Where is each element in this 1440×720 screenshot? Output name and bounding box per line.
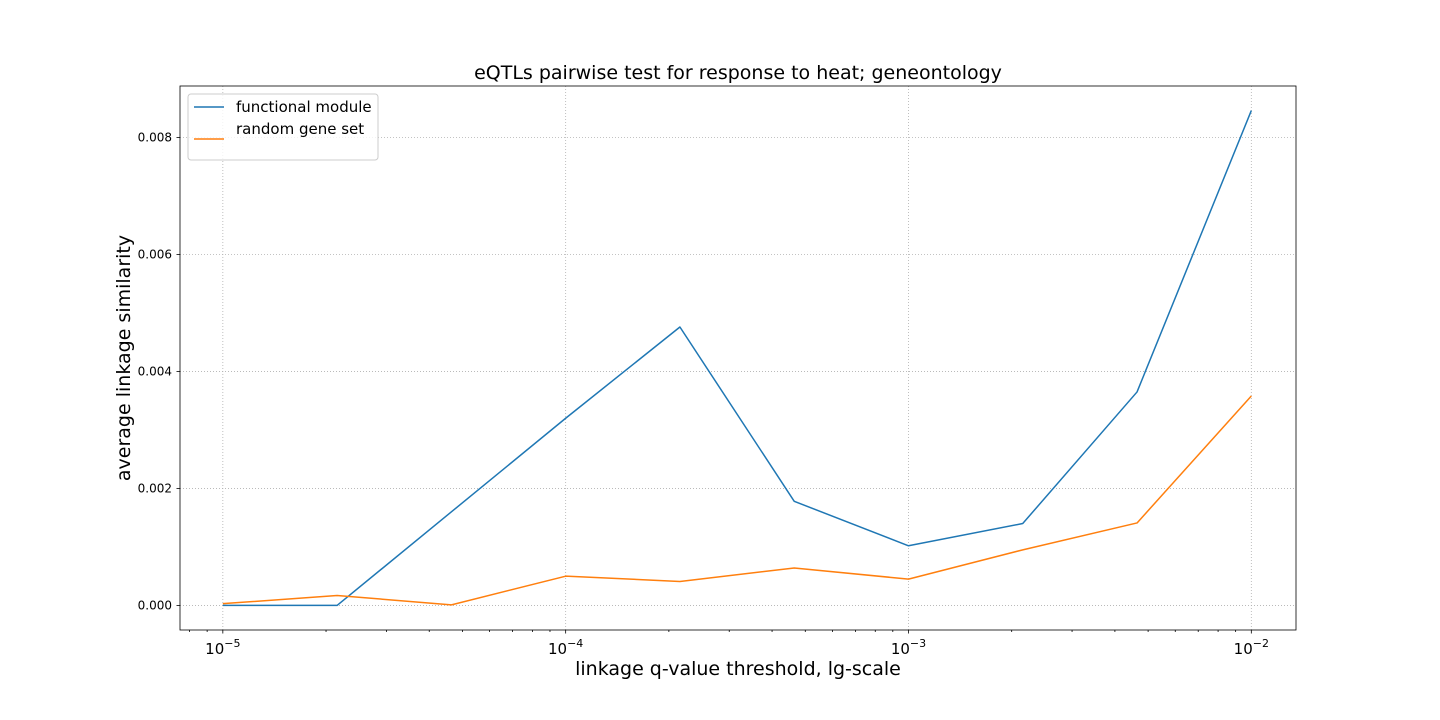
y-tick-label: 0.002 [138,481,172,495]
y-axis-label: average linkage similarity [113,235,135,481]
legend-box [187,93,379,161]
x-tick-label: 10−3 [891,637,926,658]
chart-title: eQTLs pairwise test for response to heat… [474,62,1002,84]
y-tick-label: 0.000 [138,598,172,612]
grid [180,86,1296,630]
series-line-functional-module [222,110,1253,607]
legend-label-random-gene-set: random gene set [236,120,364,138]
y-tick-label: 0.006 [138,247,172,261]
legend-label-functional-module: functional module [236,98,372,116]
plot-area-frame [179,85,1297,631]
series-lines [222,110,1253,607]
y-tick-label: 0.008 [138,130,172,144]
x-tick-label: 10−4 [548,637,583,658]
axis-ticks: 0.000 0.002 0.004 0.006 0.008 10−5 10−4 10−3 10−… [138,130,1269,658]
x-axis-label: linkage q-value threshold, lg-scale [575,658,901,680]
y-tick-label: 0.004 [138,364,172,378]
series-line-random-gene-set [222,395,1252,606]
x-tick-label: 10−5 [205,637,240,658]
x-tick-label: 10−2 [1234,637,1269,658]
legend: functional module random gene set [187,93,379,161]
